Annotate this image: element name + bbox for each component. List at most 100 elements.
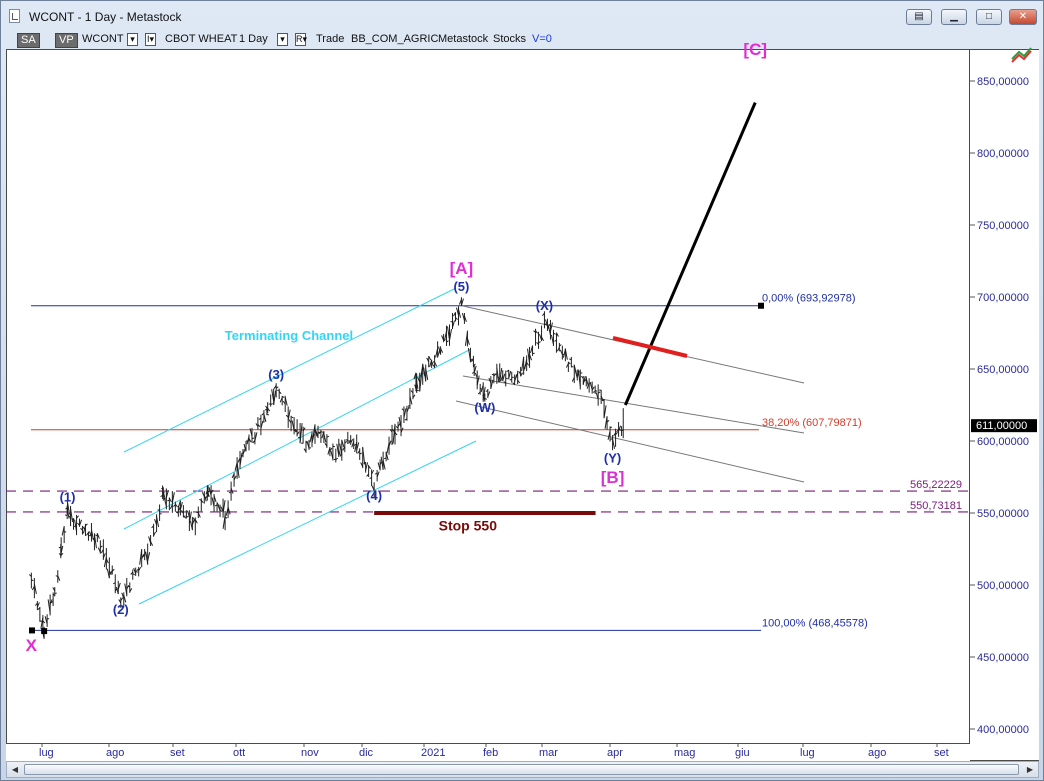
price-bar-close bbox=[341, 440, 345, 448]
price-bar-open bbox=[471, 358, 474, 363]
date-tick-label: nov bbox=[301, 747, 319, 759]
price-bar-open bbox=[607, 430, 611, 440]
price-bar-open bbox=[151, 525, 154, 529]
price-bar-open bbox=[371, 485, 375, 491]
price-bar-open bbox=[136, 568, 140, 572]
price-bar-close bbox=[302, 427, 306, 432]
price-bar-close bbox=[227, 507, 231, 515]
price-bar-close bbox=[42, 620, 46, 624]
price-bar-open bbox=[554, 339, 557, 342]
sa-button[interactable]: SA bbox=[17, 33, 40, 48]
price-bar-close bbox=[102, 553, 106, 559]
price-bar-close bbox=[162, 492, 166, 500]
price-bar-open bbox=[366, 473, 369, 477]
scroll-left-icon[interactable]: ◀ bbox=[11, 765, 19, 774]
price-bar-open bbox=[106, 568, 110, 579]
price-bar-open bbox=[103, 556, 107, 568]
price-bar-close bbox=[568, 361, 571, 365]
drawing-tool-icon[interactable] bbox=[1011, 47, 1032, 63]
projection-line bbox=[623, 102, 757, 406]
price-bar-close bbox=[299, 423, 303, 443]
price-bar-close bbox=[449, 329, 453, 341]
price-bar-open bbox=[417, 376, 421, 383]
r-dropdown[interactable]: R▾ bbox=[295, 33, 308, 46]
price-bar-close bbox=[267, 407, 271, 412]
price-bar-open bbox=[589, 382, 593, 390]
price-bar-open bbox=[410, 390, 414, 394]
price-bar-open bbox=[497, 376, 501, 380]
trade-label[interactable]: Trade bbox=[316, 33, 345, 45]
symbol-dropdown[interactable]: ▾ bbox=[127, 33, 138, 46]
price-bar-close bbox=[403, 408, 407, 418]
price-bar-open bbox=[234, 462, 238, 471]
title-bar[interactable]: WCONT - 1 Day - Metastock ▤ ▁ □ ✕ bbox=[1, 1, 1043, 31]
price-bar-close bbox=[31, 579, 34, 582]
horizontal-scrollbar[interactable]: ◀ ▶ bbox=[6, 761, 1039, 778]
price-bar-open bbox=[380, 456, 384, 470]
stop-label: Stop 550 bbox=[439, 517, 498, 533]
price-bar-close bbox=[365, 462, 369, 471]
price-bar-open bbox=[279, 397, 283, 403]
price-bar-open bbox=[464, 332, 468, 346]
price-bar-open bbox=[360, 462, 364, 467]
close-button[interactable]: ✕ bbox=[1009, 9, 1037, 25]
price-bar-open bbox=[482, 394, 486, 401]
channel-bottom-line bbox=[138, 440, 477, 605]
price-bar-open bbox=[348, 439, 352, 444]
price-tick-label: 550,00000 bbox=[977, 508, 1029, 520]
price-bar-close bbox=[153, 531, 157, 536]
scroll-thumb[interactable] bbox=[24, 764, 1019, 775]
price-bar-open bbox=[40, 617, 44, 629]
price-bar-open bbox=[318, 431, 322, 435]
price-bar-open bbox=[556, 347, 560, 352]
price-bar-open bbox=[542, 312, 545, 317]
date-axis[interactable] bbox=[6, 743, 970, 762]
price-bar-close bbox=[496, 367, 500, 383]
price-bar-open bbox=[565, 363, 569, 368]
price-bar-close bbox=[344, 440, 348, 444]
restore-group-button[interactable]: ▤ bbox=[906, 9, 932, 25]
chart-area[interactable] bbox=[6, 49, 970, 761]
price-bar-open bbox=[291, 420, 295, 431]
price-bar-open bbox=[524, 359, 528, 370]
price-bar-open bbox=[115, 586, 119, 595]
scroll-right-icon[interactable]: ▶ bbox=[1026, 765, 1034, 774]
price-bar-open bbox=[74, 519, 78, 532]
price-bar-close bbox=[508, 370, 512, 379]
price-axis[interactable] bbox=[970, 49, 1039, 761]
price-bar-open bbox=[34, 602, 38, 606]
instrument-dropdown[interactable]: I▾ bbox=[145, 33, 156, 46]
minimize-button[interactable]: ▁ bbox=[941, 9, 967, 25]
price-bar-close bbox=[186, 515, 189, 518]
price-bar-open bbox=[92, 537, 95, 540]
fib-0-label: 0,00% (693,92978) bbox=[762, 293, 856, 305]
fib-382-label: 38,20% (607,79871) bbox=[762, 417, 862, 429]
price-bar-open bbox=[154, 519, 158, 525]
price-bar-close bbox=[359, 452, 362, 455]
period-label: 1 Day bbox=[239, 33, 268, 45]
degree-label: [B] bbox=[601, 468, 625, 487]
maximize-button[interactable]: □ bbox=[976, 9, 1002, 25]
price-bar-open bbox=[327, 447, 331, 455]
price-bar-open bbox=[423, 367, 427, 381]
wave-label: (5) bbox=[453, 279, 469, 294]
date-tick-label: giu bbox=[735, 747, 750, 759]
price-bar-open bbox=[491, 373, 495, 376]
price-bar-close bbox=[615, 431, 618, 436]
price-bar-close bbox=[425, 368, 429, 381]
channel-top-line bbox=[123, 287, 457, 453]
price-bar-open bbox=[80, 527, 83, 531]
price-bar-close bbox=[224, 516, 228, 519]
price-bar-open bbox=[336, 443, 340, 456]
price-bar-open bbox=[580, 375, 584, 379]
price-bar-open bbox=[186, 510, 190, 517]
price-bar-open bbox=[569, 358, 572, 361]
vp-button[interactable]: VP bbox=[55, 33, 78, 48]
price-bar-open bbox=[97, 547, 101, 553]
price-bar-open bbox=[374, 472, 378, 475]
price-bar-open bbox=[55, 575, 58, 577]
period-dropdown[interactable]: ▾ bbox=[277, 33, 288, 46]
price-bar-close bbox=[452, 320, 455, 328]
stocks-label: Stocks bbox=[493, 33, 527, 45]
price-bar-close bbox=[96, 533, 100, 539]
